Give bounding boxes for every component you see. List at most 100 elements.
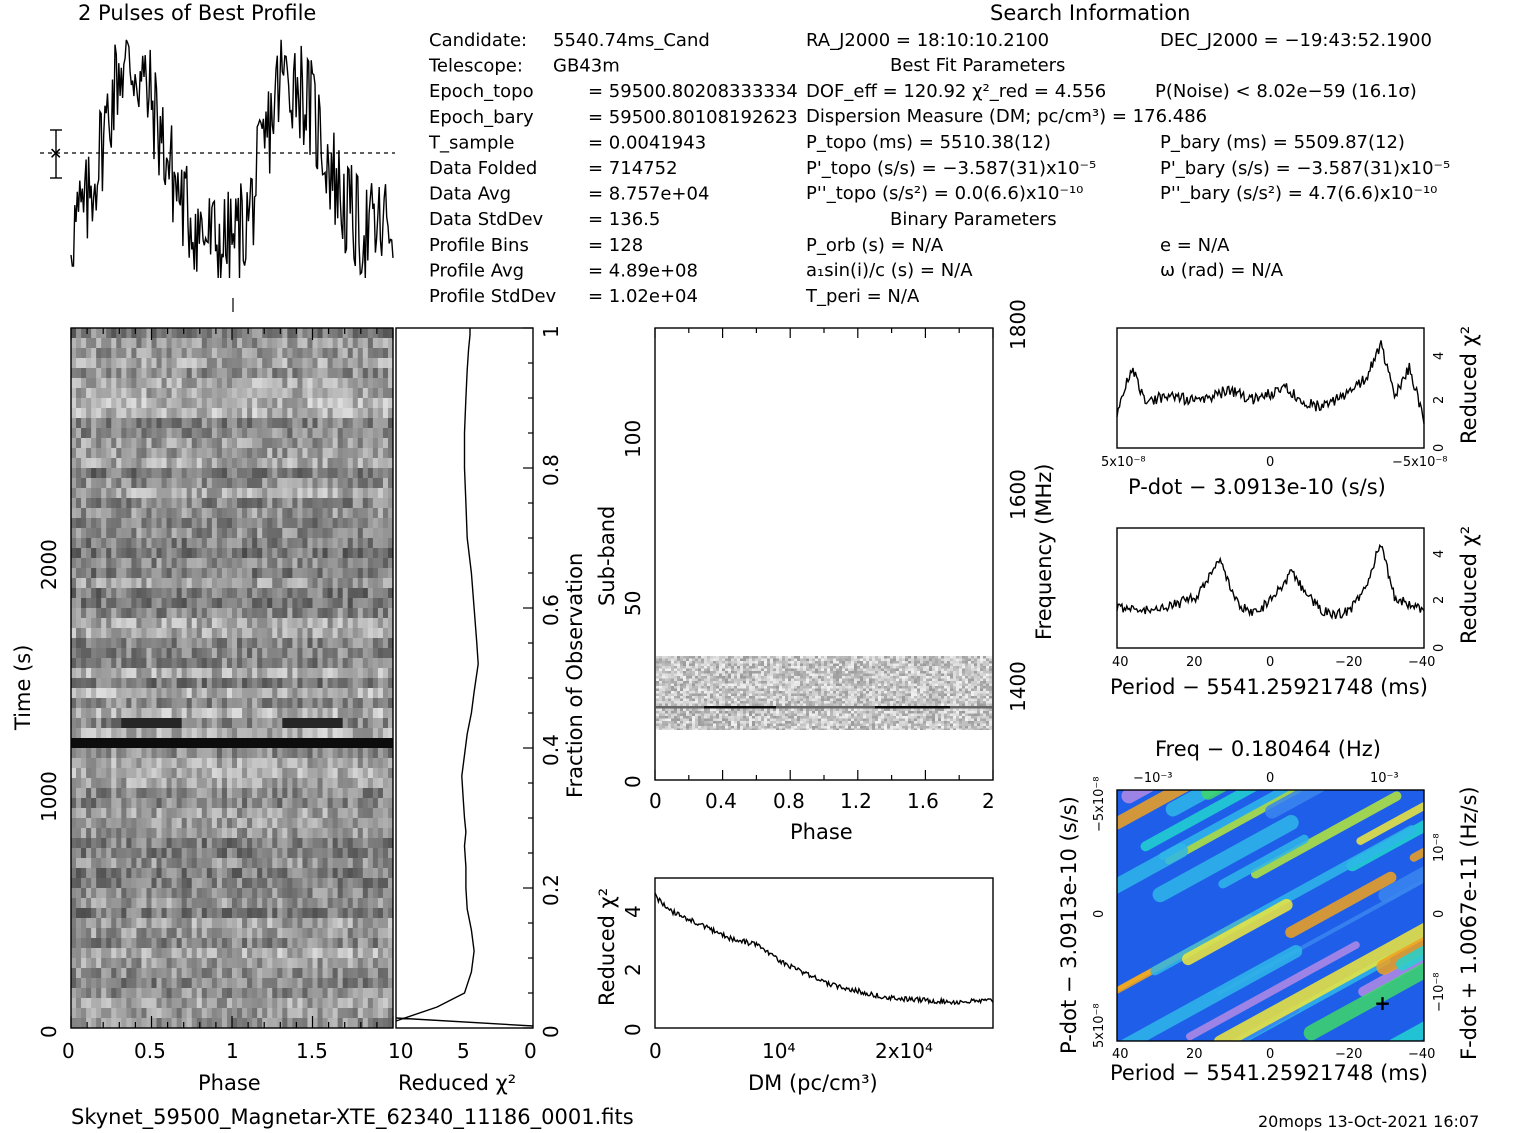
- tp-cell: [76, 358, 82, 369]
- tp-cell: [292, 858, 298, 869]
- tp-cell: [317, 858, 324, 869]
- tp-cell: [211, 968, 218, 979]
- tp-cell: [91, 918, 97, 929]
- tp-cell: [367, 968, 374, 979]
- tp-cell: [287, 948, 293, 959]
- tp-cell: [262, 388, 268, 399]
- tp-cell: [362, 768, 369, 779]
- tp-cell: [201, 548, 208, 559]
- tp-cell: [307, 398, 313, 409]
- tp-cell: [71, 658, 77, 669]
- tp-cell: [196, 538, 203, 549]
- tp-cell: [156, 768, 163, 779]
- tp-cell: [272, 408, 278, 419]
- tp-cell: [136, 978, 142, 989]
- tp-cell: [327, 618, 334, 629]
- tp-cell: [372, 698, 379, 709]
- tp-cell: [211, 728, 218, 739]
- tp-cell: [367, 848, 374, 859]
- tp-cell: [242, 488, 248, 499]
- tp-cell: [372, 828, 379, 839]
- tp-cell: [106, 558, 112, 569]
- tp-cell: [76, 888, 82, 899]
- tp-cell: [191, 768, 198, 779]
- tp-cell: [206, 678, 213, 689]
- tp-cell: [81, 928, 87, 939]
- tp-cell: [252, 358, 258, 369]
- tp-cell: [166, 468, 173, 479]
- tp-cell: [242, 988, 248, 999]
- tp-cell: [186, 928, 193, 939]
- tp-cell: [131, 558, 137, 569]
- tp-cell: [221, 598, 228, 609]
- tp-cell: [387, 1018, 394, 1029]
- tp-cell: [257, 798, 263, 809]
- tp-cell: [166, 988, 173, 999]
- tp-cell: [91, 1008, 97, 1019]
- tp-cell: [156, 338, 163, 349]
- tp-cell: [352, 678, 359, 689]
- tp-cell: [302, 618, 308, 629]
- tp-cell: [237, 428, 243, 439]
- tp-cell: [337, 908, 344, 919]
- tp-cell: [71, 598, 77, 609]
- tp-cell: [387, 498, 394, 509]
- tp-cell: [106, 908, 112, 919]
- sb-cell: [950, 656, 954, 659]
- tp-cell: [101, 458, 107, 469]
- tp-cell: [101, 848, 107, 859]
- tp-cell: [176, 348, 183, 359]
- tp-cell: [156, 348, 163, 359]
- tp-cell: [322, 588, 329, 599]
- sb-cell: [761, 663, 765, 667]
- tp-cell: [372, 418, 379, 429]
- tp-cell: [131, 648, 137, 659]
- tp-cell: [382, 498, 389, 509]
- tp-cell: [277, 668, 283, 679]
- tp-cell: [352, 378, 359, 389]
- tp-cell: [377, 618, 384, 629]
- tp-cell: [126, 928, 132, 939]
- tp-cell: [372, 358, 379, 369]
- tp-cell: [151, 858, 158, 869]
- tp-cell: [277, 918, 283, 929]
- tp-cell: [252, 588, 258, 599]
- tp-cell: [81, 788, 87, 799]
- sb-cell: [851, 658, 855, 662]
- tp-cell: [221, 938, 228, 949]
- tp-cell: [151, 618, 158, 629]
- tp-cell: [91, 1018, 97, 1029]
- tp-cell: [387, 1008, 394, 1019]
- tp-cell: [106, 458, 112, 469]
- tp-cell: [242, 438, 248, 449]
- tp-xtick-2: 1: [226, 1039, 239, 1063]
- tp-cell: [146, 688, 152, 699]
- tp-cell: [332, 728, 339, 739]
- tp-cell: [287, 958, 293, 969]
- tp-cell: [221, 488, 228, 499]
- tp-cell: [367, 678, 374, 689]
- tp-cell: [347, 768, 354, 779]
- tp-cell: [171, 328, 178, 339]
- tp-cell: [151, 368, 158, 379]
- tp-cell: [186, 548, 193, 559]
- tp-cell: [252, 858, 258, 869]
- tp-cell: [211, 858, 218, 869]
- tp-cell: [242, 608, 248, 619]
- sb-cell: [695, 661, 699, 664]
- tp-cell: [352, 938, 359, 949]
- tp-cell: [357, 608, 364, 619]
- tp-cell: [156, 978, 163, 989]
- tp-cell: [226, 698, 233, 709]
- info-left-value: = 0.0041943: [588, 132, 706, 153]
- tp-cell: [156, 918, 163, 929]
- tp-cell: [267, 788, 273, 799]
- tp-cell: [327, 768, 334, 779]
- tp-cell: [141, 608, 147, 619]
- tp-cell: [226, 878, 233, 889]
- tp-cell: [292, 658, 298, 669]
- tp-cell: [367, 688, 374, 699]
- tp-cell: [382, 558, 389, 569]
- tp-cell: [126, 958, 132, 969]
- tp-cell: [342, 428, 349, 439]
